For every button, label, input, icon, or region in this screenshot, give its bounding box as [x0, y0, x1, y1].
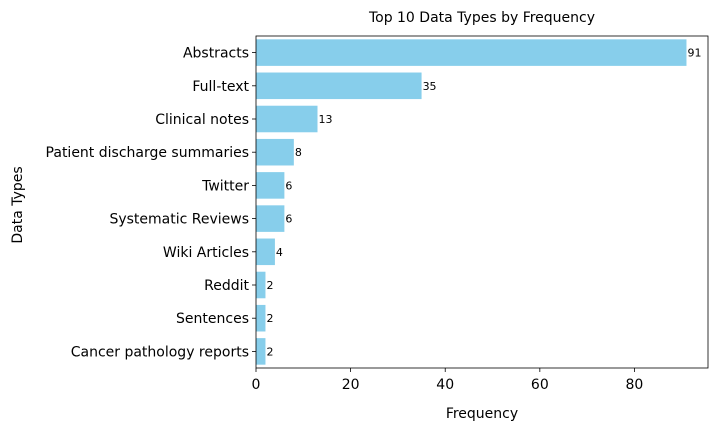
- data-label-full-text: 35: [423, 80, 437, 93]
- bar-cancer-pathology-reports: [256, 338, 266, 365]
- bars-group: [256, 39, 687, 365]
- y-tick-label-abstracts: Abstracts: [183, 46, 249, 62]
- y-tick-label-full-text: Full-text: [192, 79, 249, 95]
- data-labels: 91 35 13 8 6 6 4 2 2 2: [266, 47, 701, 359]
- data-label-twitter: 6: [285, 179, 292, 192]
- data-label-wiki-articles: 4: [276, 246, 283, 259]
- bar-systematic-reviews: [256, 205, 285, 232]
- x-ticks: 0 20 40 60 80: [252, 368, 644, 393]
- y-tick-label-sentences: Sentences: [176, 311, 249, 327]
- x-tick-label: 80: [626, 377, 644, 393]
- bar-clinical-notes: [256, 105, 318, 133]
- x-tick-label: 60: [531, 377, 549, 393]
- data-label-clinical-notes: 13: [318, 113, 332, 126]
- y-tick-label-twitter: Twitter: [201, 178, 249, 194]
- bar-twitter: [256, 172, 285, 199]
- bar-wiki-articles: [256, 238, 275, 266]
- bar-patient-discharge-summaries: [256, 138, 294, 166]
- y-tick-labels: Abstracts Full-text Clinical notes Patient …: [46, 46, 256, 360]
- data-label-systematic-reviews: 6: [285, 213, 292, 226]
- y-tick-label-reddit: Reddit: [204, 278, 249, 294]
- data-label-reddit: 2: [266, 279, 273, 292]
- y-axis-label: Data Types: [10, 166, 26, 243]
- y-tick-label-systematic-reviews: Systematic Reviews: [109, 212, 249, 228]
- bar-sentences: [256, 304, 266, 332]
- x-tick-label: 0: [252, 377, 261, 393]
- data-label-cancer-pathology-reports: 2: [266, 345, 273, 358]
- y-tick-label-wiki-articles: Wiki Articles: [163, 245, 249, 261]
- x-tick-label: 40: [436, 377, 454, 393]
- y-tick-label-clinical-notes: Clinical notes: [155, 112, 249, 128]
- chart-title: Top 10 Data Types by Frequency: [368, 10, 595, 26]
- y-tick-label-patient-discharge-summaries: Patient discharge summaries: [46, 145, 249, 161]
- bar-abstracts: [256, 39, 687, 66]
- bar-full-text: [256, 72, 422, 100]
- data-label-sentences: 2: [266, 312, 273, 325]
- data-label-patient-discharge-summaries: 8: [295, 146, 302, 159]
- x-axis-label: Frequency: [446, 406, 518, 422]
- plot-frame: [255, 35, 709, 369]
- axes-frame: [255, 35, 709, 369]
- y-tick-label-cancer-pathology-reports: Cancer pathology reports: [71, 344, 249, 360]
- data-label-abstracts: 91: [687, 47, 701, 60]
- x-tick-label: 20: [342, 377, 360, 393]
- bar-reddit: [256, 271, 266, 299]
